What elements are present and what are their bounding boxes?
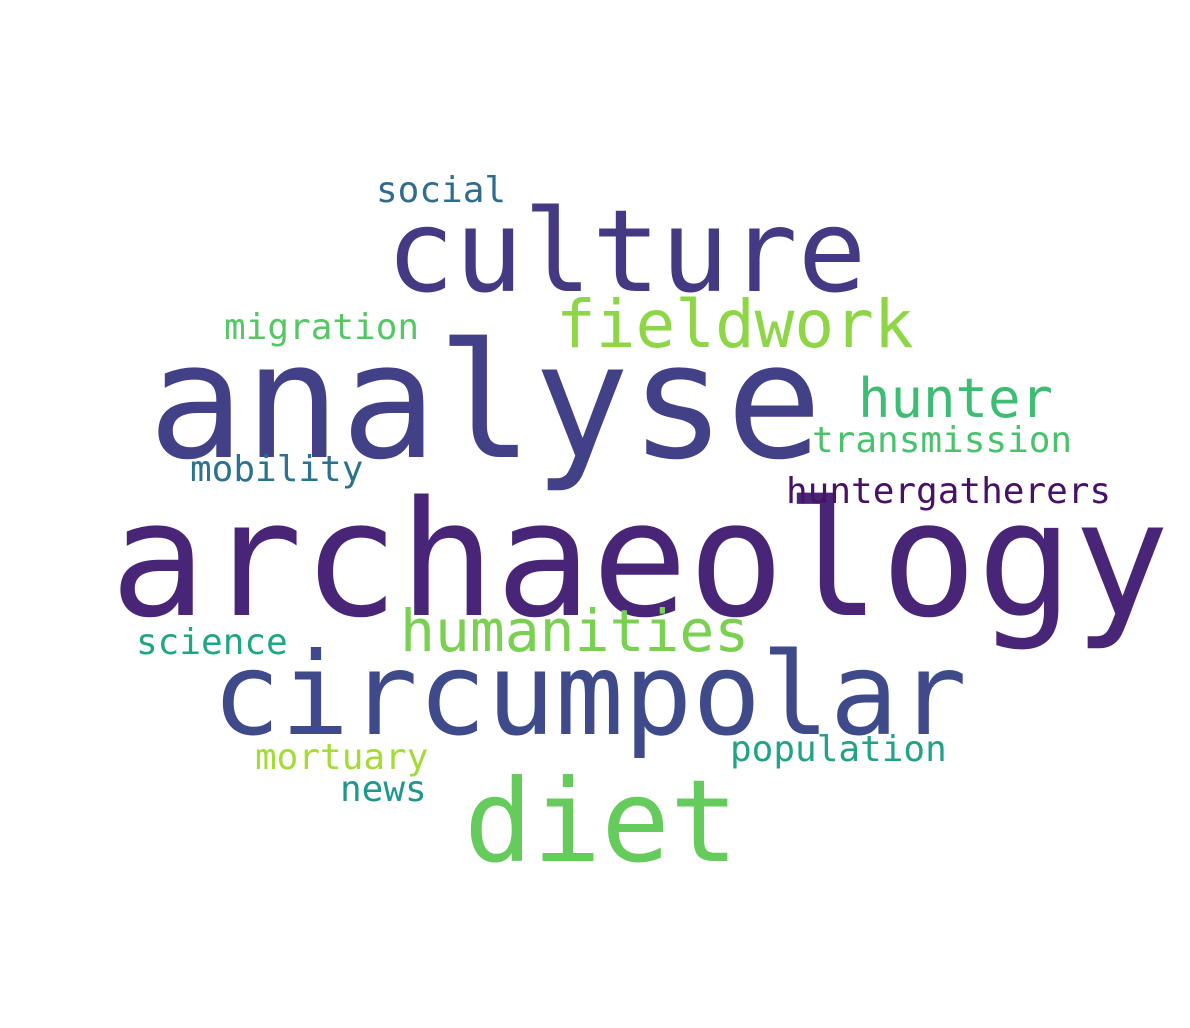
word-mobility: mobility xyxy=(190,449,364,490)
word-news: news xyxy=(340,769,427,810)
word-huntergatherers: huntergatherers xyxy=(786,471,1112,512)
word-archaeology: archaeology xyxy=(110,466,1170,653)
word-culture: culture xyxy=(386,185,867,318)
word-humanities: humanities xyxy=(400,597,750,665)
word-circumpolar: circumpolar xyxy=(212,628,967,761)
word-transmission: transmission xyxy=(812,420,1073,461)
word-fieldwork: fieldwork xyxy=(556,286,914,363)
word-science: science xyxy=(136,622,288,663)
word-mortuary: mortuary xyxy=(255,737,429,778)
word-population: population xyxy=(730,729,947,770)
word-migration: migration xyxy=(224,307,420,348)
word-diet: diet xyxy=(464,755,739,888)
word-analyse: analyse xyxy=(148,308,823,495)
word-social: social xyxy=(376,170,507,211)
word-hunter: hunter xyxy=(858,367,1054,430)
